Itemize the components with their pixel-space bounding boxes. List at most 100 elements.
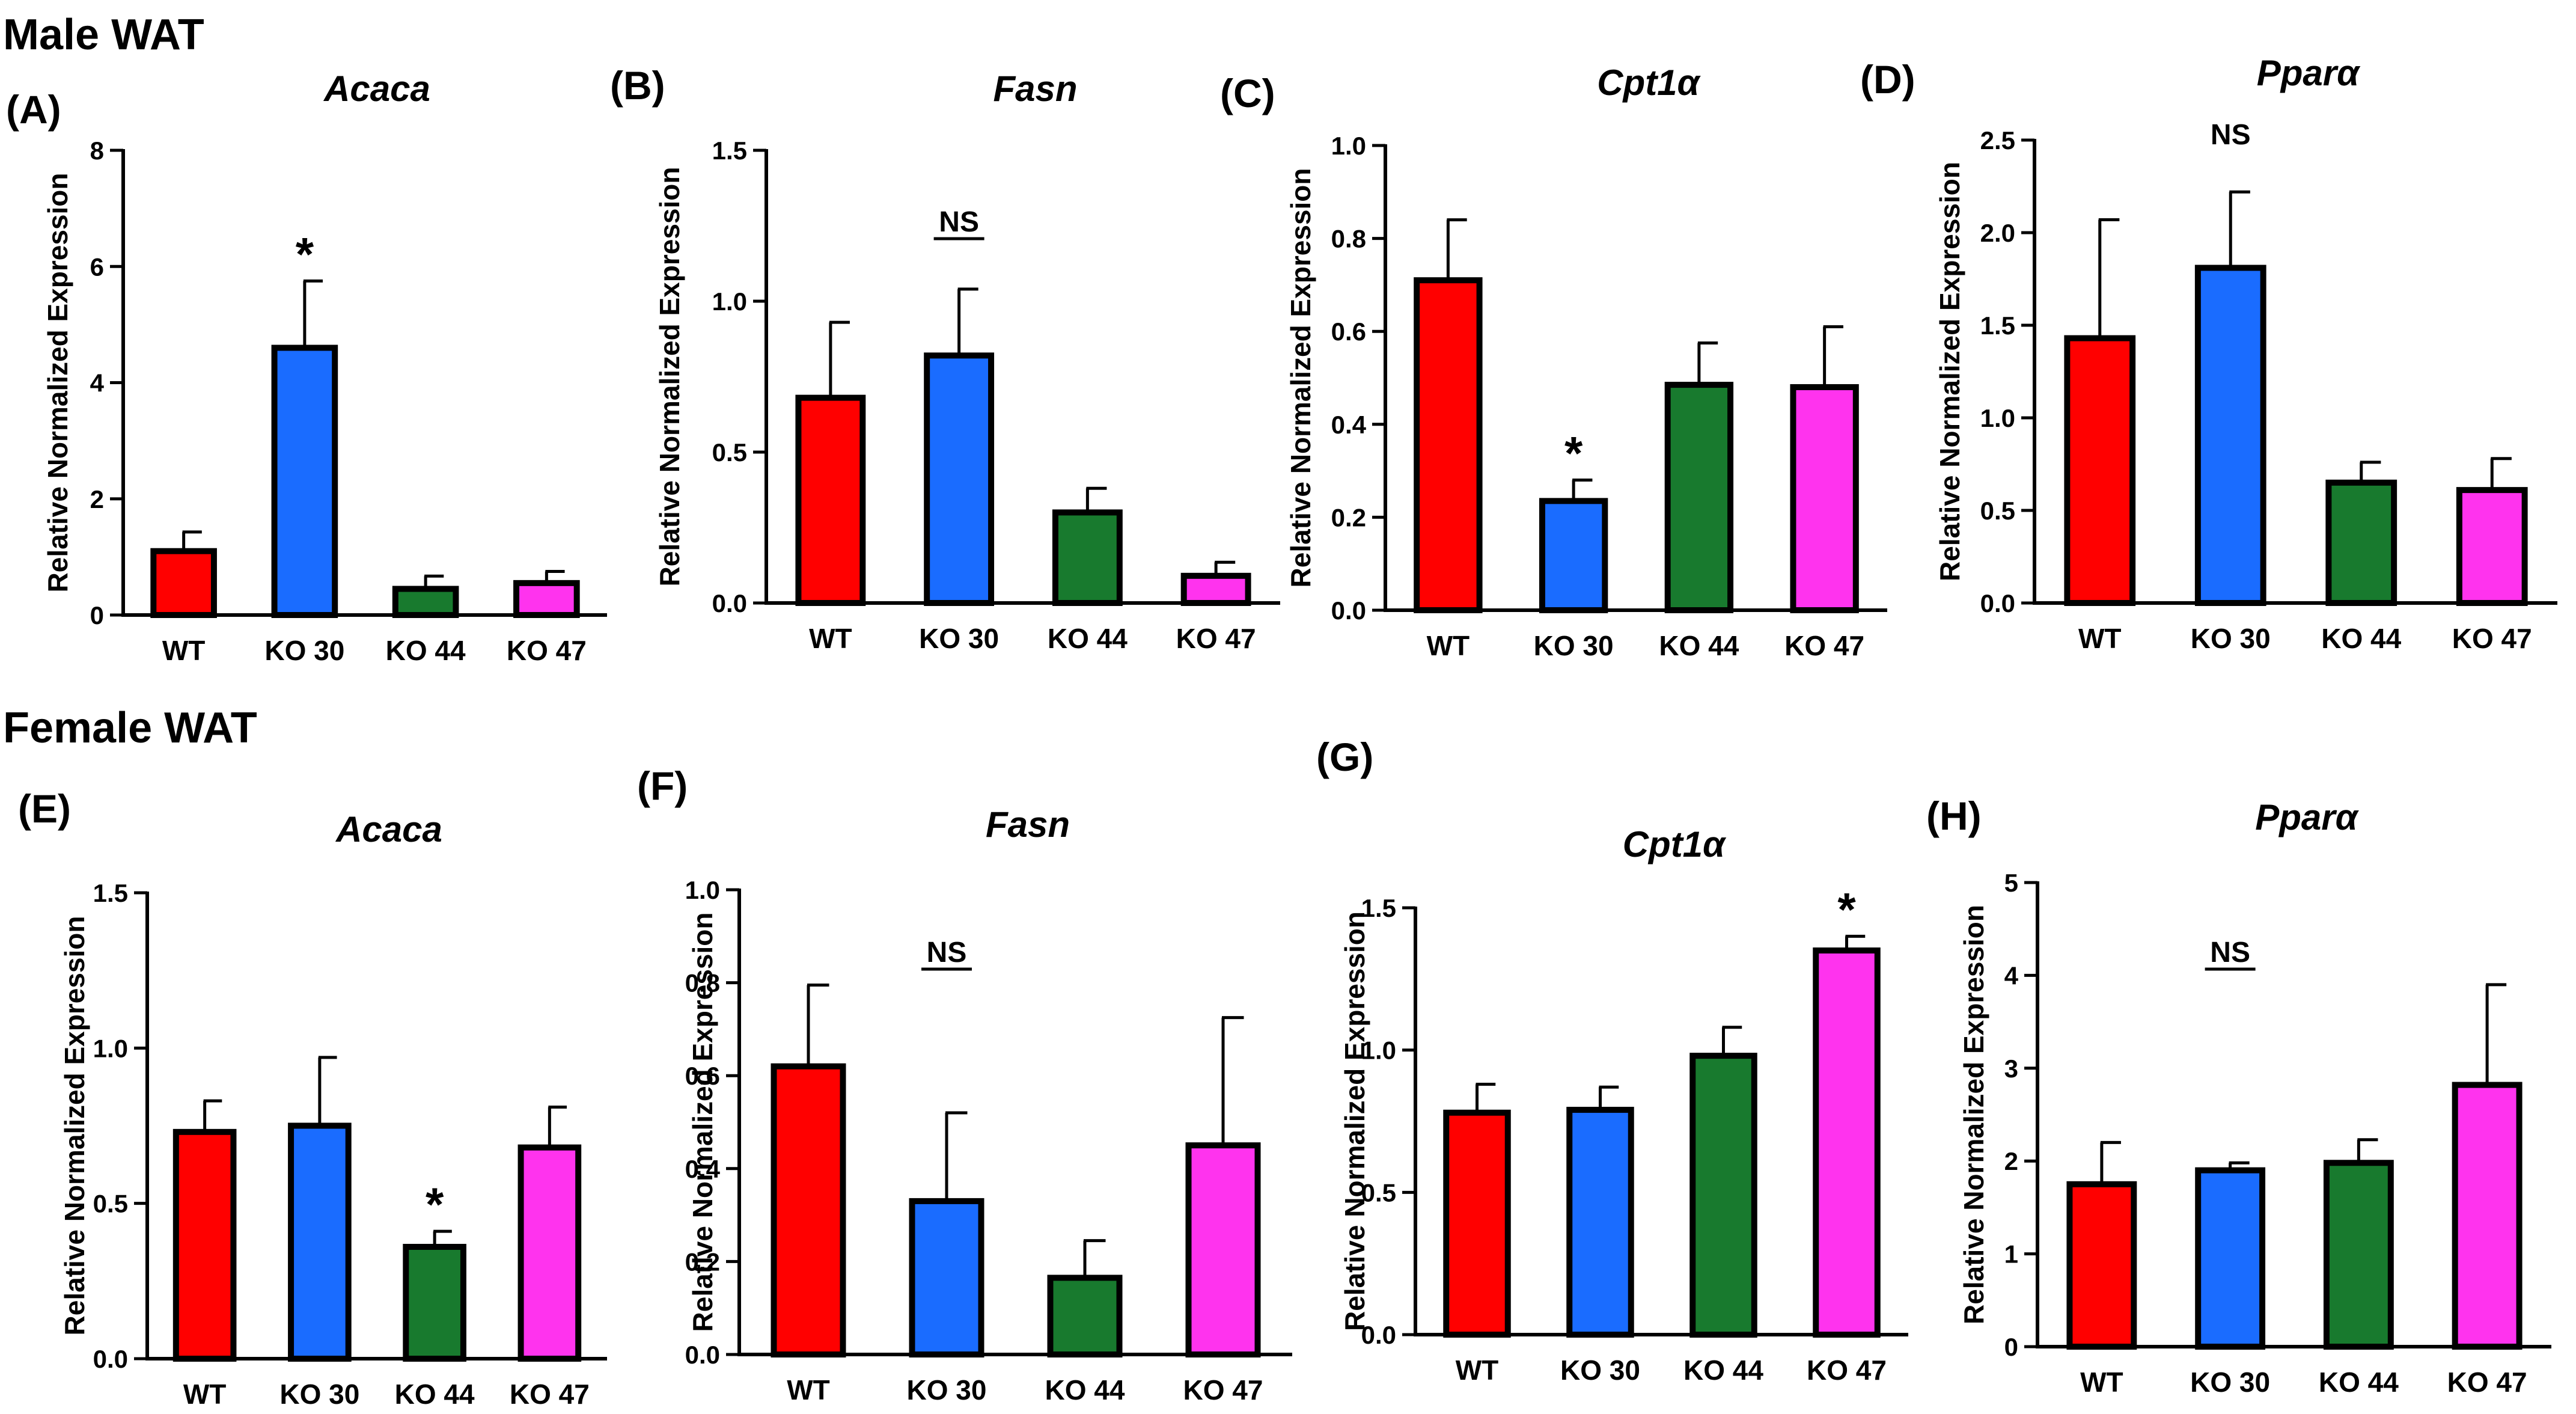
y-tick-label: 2 [90, 485, 104, 513]
y-tick-label: 1.0 [712, 287, 747, 316]
panel-letter: (C) [1220, 71, 1275, 115]
bar-wt [771, 1063, 846, 1357]
y-axis-label: Relative Normalized Expression [1958, 905, 1989, 1324]
x-tick-label: KO 44 [395, 1379, 475, 1410]
x-tick-label: WT [787, 1374, 830, 1406]
y-axis-label: Relative Normalized Expression [42, 173, 73, 593]
x-tick-label: KO 30 [919, 623, 999, 654]
panel-letter: (H) [1926, 794, 1982, 838]
y-tick-label: 1.0 [93, 1034, 128, 1062]
significance-star: * [1564, 427, 1583, 480]
x-tick-label: WT [2078, 623, 2122, 654]
y-axis-label: Relative Normalized Expression [59, 916, 90, 1336]
y-tick-label: 6 [90, 252, 104, 281]
y-tick-label: 2.0 [1980, 219, 2015, 247]
y-tick-label: 8 [90, 136, 104, 165]
x-tick-label: KO 30 [1560, 1354, 1640, 1386]
x-tick-label: KO 30 [2190, 1367, 2270, 1398]
panel-letter: (E) [18, 786, 71, 831]
bar-wt [2066, 1181, 2137, 1350]
y-axis-label: Relative Normalized Expression [1285, 168, 1316, 588]
y-tick-label: 0.6 [685, 1062, 720, 1090]
bar-ko-30 [2195, 1167, 2266, 1350]
y-tick-label: 1.0 [1980, 404, 2015, 432]
x-tick-label: KO 44 [386, 635, 466, 666]
bar-ko-47 [1180, 572, 1251, 607]
panel-letter: (B) [610, 63, 665, 108]
x-tick-label: KO 30 [279, 1379, 359, 1410]
bar-ko-44 [1664, 382, 1734, 613]
y-tick-label: 2.5 [1980, 126, 2015, 155]
bar-ko-47 [1790, 384, 1859, 614]
y-tick-label: 0.6 [1331, 317, 1366, 346]
chart-panel-c: (C) Cpt1α Relative Normalized Expression 0.… [1220, 63, 1887, 661]
y-tick-label: 0.0 [93, 1345, 128, 1373]
x-tick-label: KO 47 [2452, 623, 2532, 654]
bar-ko-30 [924, 352, 995, 606]
x-tick-label: KO 47 [2447, 1367, 2527, 1398]
x-tick-label: WT [1456, 1354, 1499, 1386]
panel-title: Pparα [2255, 797, 2359, 837]
bar-ko-30 [288, 1122, 352, 1362]
bar-ko-30 [2194, 265, 2266, 606]
x-tick-label: KO 47 [1807, 1354, 1887, 1386]
chart-panels: (A) Acaca Relative Normalized Expression 0 2… [6, 53, 2557, 1410]
bar-ko-47 [513, 580, 580, 619]
y-tick-label: 0.4 [685, 1155, 721, 1183]
bar-wt [795, 394, 866, 606]
bar-ko-44 [1052, 509, 1123, 607]
y-tick-label: 1.0 [685, 876, 720, 904]
y-tick-label: 0 [2004, 1333, 2018, 1361]
chart-panel-g: (G) Cpt1α Relative Normalized Expression0.… [1316, 735, 1908, 1386]
y-tick-label: 0.4 [1331, 411, 1367, 439]
chart-panel-a: (A) Acaca Relative Normalized Expression 0 2… [6, 69, 607, 666]
panel-title: Pparα [2257, 53, 2361, 93]
y-tick-label: 1.5 [1361, 894, 1396, 922]
y-tick-label: 0.0 [1361, 1321, 1396, 1349]
bar-ko-47 [517, 1144, 582, 1362]
ns-label: NS [2211, 119, 2251, 151]
panel-letter: (D) [1860, 57, 1915, 102]
bar-ko-44 [1047, 1275, 1123, 1358]
x-tick-label: KO 44 [1683, 1354, 1763, 1386]
panel-title: Fasn [993, 69, 1077, 109]
x-tick-label: KO 47 [1183, 1374, 1263, 1406]
significance-star: * [426, 1178, 444, 1231]
y-tick-label: 0.5 [93, 1190, 128, 1218]
bar-ko-30 [1566, 1107, 1634, 1338]
x-tick-label: KO 30 [2191, 623, 2271, 654]
y-tick-label: 0 [90, 601, 104, 629]
y-tick-label: 0.5 [1361, 1178, 1396, 1207]
y-tick-label: 2 [2004, 1147, 2018, 1175]
y-tick-label: 1.0 [1361, 1036, 1396, 1065]
y-tick-label: 0.0 [1331, 596, 1366, 625]
chart-panel-e: (E) Acaca Relative Normalized Expression0.… [18, 786, 607, 1410]
x-tick-label: KO 47 [510, 1379, 590, 1410]
x-tick-label: KO 30 [1534, 630, 1614, 661]
x-tick-label: WT [2080, 1367, 2123, 1398]
panel-letter: (F) [637, 764, 688, 808]
y-tick-label: 0.8 [1331, 225, 1366, 253]
ns-label: NS [2210, 937, 2250, 969]
x-tick-label: KO 30 [907, 1374, 987, 1406]
y-tick-label: 5 [2004, 869, 2018, 897]
y-tick-label: 1.5 [1980, 311, 2015, 340]
bar-wt [1414, 277, 1483, 614]
significance-star: * [1837, 883, 1856, 935]
x-tick-label: KO 44 [1045, 1374, 1125, 1406]
chart-panel-b: (B) Fasn Relative Normalized Expression 0.0… [610, 63, 1280, 654]
x-tick-label: WT [1427, 630, 1470, 661]
section-label-female: Female WAT [3, 704, 257, 752]
bar-ko-44 [2323, 1160, 2394, 1350]
y-tick-label: 1.5 [93, 879, 128, 907]
x-tick-label: WT [183, 1379, 227, 1410]
section-label-male: Male WAT [3, 11, 204, 59]
x-tick-label: KO 47 [1784, 630, 1864, 661]
x-tick-label: KO 44 [2321, 623, 2401, 654]
y-axis-label: Relative Normalized Expression [1339, 911, 1370, 1331]
bar-ko-47 [1185, 1142, 1261, 1358]
panel-title: Fasn [986, 804, 1070, 845]
panel-title: Acaca [335, 809, 442, 849]
x-tick-label: WT [809, 623, 852, 654]
